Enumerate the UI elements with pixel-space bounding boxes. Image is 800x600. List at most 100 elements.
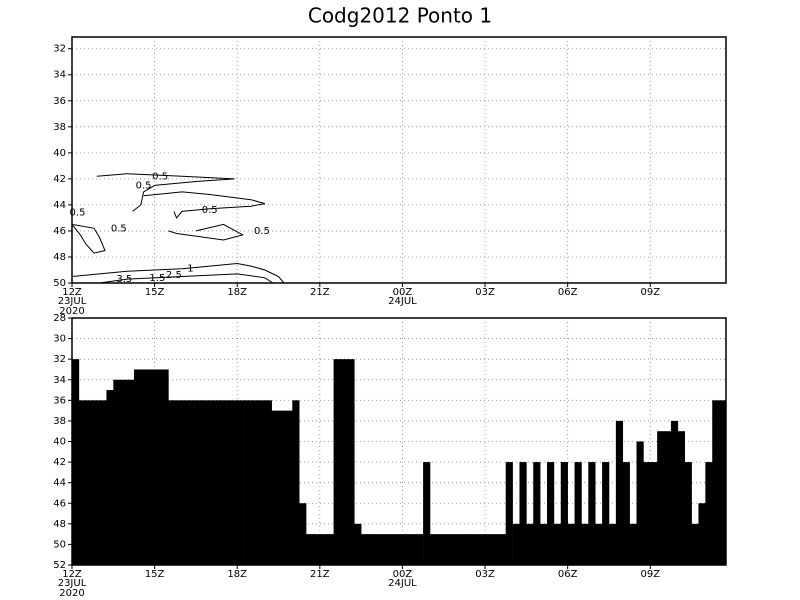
y-tick-label: 50 bbox=[53, 278, 66, 289]
bar bbox=[505, 462, 513, 565]
bar bbox=[698, 503, 706, 565]
bar bbox=[223, 400, 231, 565]
bar bbox=[602, 462, 610, 565]
bar bbox=[464, 534, 472, 565]
bar bbox=[395, 534, 403, 565]
bar bbox=[133, 369, 142, 565]
bar bbox=[368, 534, 376, 565]
plot-frame bbox=[71, 317, 727, 566]
bar bbox=[423, 462, 431, 565]
bar bbox=[99, 400, 107, 565]
bar bbox=[285, 410, 293, 565]
contour-line bbox=[168, 223, 245, 241]
bar bbox=[182, 400, 190, 565]
bar bbox=[140, 369, 149, 565]
bar bbox=[547, 462, 555, 565]
bar bbox=[154, 369, 162, 565]
bar bbox=[581, 523, 589, 565]
bar bbox=[299, 503, 307, 565]
bar bbox=[120, 379, 128, 565]
y-tick-label: 36 bbox=[53, 395, 66, 406]
contour-label: 0.5 bbox=[136, 180, 152, 191]
bar bbox=[230, 400, 238, 565]
bar bbox=[306, 534, 314, 565]
bar bbox=[333, 359, 341, 565]
bar bbox=[312, 534, 321, 565]
bar bbox=[374, 534, 383, 565]
bar bbox=[92, 400, 100, 565]
bar bbox=[471, 534, 479, 565]
bar bbox=[664, 431, 672, 565]
bar bbox=[106, 390, 114, 565]
bar bbox=[691, 523, 699, 565]
bar bbox=[712, 400, 720, 565]
bar bbox=[388, 534, 396, 565]
contour-label: 1.5 bbox=[149, 273, 165, 284]
bar bbox=[595, 523, 603, 565]
bar bbox=[147, 369, 155, 565]
y-tick-label: 34 bbox=[53, 70, 66, 81]
bar bbox=[705, 462, 713, 565]
x-date-label: 23JUL bbox=[58, 578, 87, 589]
contour-label: 1 bbox=[187, 264, 193, 275]
x-tick-label: 15Z bbox=[145, 569, 165, 580]
bar bbox=[381, 534, 389, 565]
contour-label: 0.5 bbox=[70, 208, 86, 219]
contour-line bbox=[71, 262, 285, 284]
bar bbox=[175, 400, 183, 565]
bar bbox=[677, 431, 685, 565]
x-date-label: 24JUL bbox=[388, 578, 417, 589]
bar bbox=[636, 441, 644, 565]
bar bbox=[409, 534, 417, 565]
bar bbox=[519, 462, 527, 565]
bar bbox=[347, 359, 355, 565]
bar bbox=[354, 523, 362, 565]
bar bbox=[491, 534, 500, 565]
y-tick-label: 38 bbox=[53, 122, 66, 133]
contour-line bbox=[96, 173, 235, 212]
contour-label: 0.5 bbox=[152, 171, 168, 182]
bar bbox=[512, 523, 520, 565]
y-tick-label: 46 bbox=[53, 498, 66, 509]
x-tick-label: 18Z bbox=[227, 287, 247, 298]
bar bbox=[574, 462, 582, 565]
y-tick-label: 30 bbox=[53, 334, 66, 345]
x-tick-label: 12Z bbox=[62, 287, 82, 298]
bar bbox=[326, 534, 334, 565]
bar bbox=[450, 534, 458, 565]
x-tick-label: 18Z bbox=[227, 569, 247, 580]
x-tick-label: 03Z bbox=[475, 569, 495, 580]
bar bbox=[457, 534, 465, 565]
contour-label: 0.5 bbox=[111, 223, 127, 234]
bar bbox=[202, 400, 210, 565]
contour-label: 0.5 bbox=[254, 226, 270, 237]
bar bbox=[540, 523, 548, 565]
bar bbox=[78, 400, 87, 565]
bar bbox=[608, 523, 617, 565]
x-year-label: 2020 bbox=[59, 306, 84, 317]
contour-line bbox=[71, 223, 106, 254]
bar bbox=[429, 534, 438, 565]
bar bbox=[72, 359, 80, 565]
y-tick-label: 50 bbox=[53, 539, 66, 550]
bar bbox=[533, 462, 541, 565]
contour-label: 0.5 bbox=[202, 205, 218, 216]
y-tick-label: 28 bbox=[53, 313, 66, 324]
bar bbox=[319, 534, 328, 565]
bar bbox=[684, 462, 692, 565]
contour-line bbox=[99, 273, 274, 284]
x-tick-label: 12Z bbox=[62, 569, 82, 580]
bar bbox=[85, 400, 93, 565]
bar bbox=[113, 379, 121, 565]
bar bbox=[478, 534, 486, 565]
x-tick-label: 21Z bbox=[310, 287, 330, 298]
x-tick-label: 00Z bbox=[393, 287, 413, 298]
x-date-label: 24JUL bbox=[388, 296, 417, 307]
bar bbox=[436, 534, 445, 565]
chart-title: Codg2012 Ponto 1 bbox=[308, 4, 492, 28]
y-tick-label: 38 bbox=[53, 416, 66, 427]
bar bbox=[416, 534, 424, 565]
bar bbox=[271, 410, 279, 565]
plot-frame bbox=[71, 36, 727, 284]
bar bbox=[264, 400, 272, 565]
